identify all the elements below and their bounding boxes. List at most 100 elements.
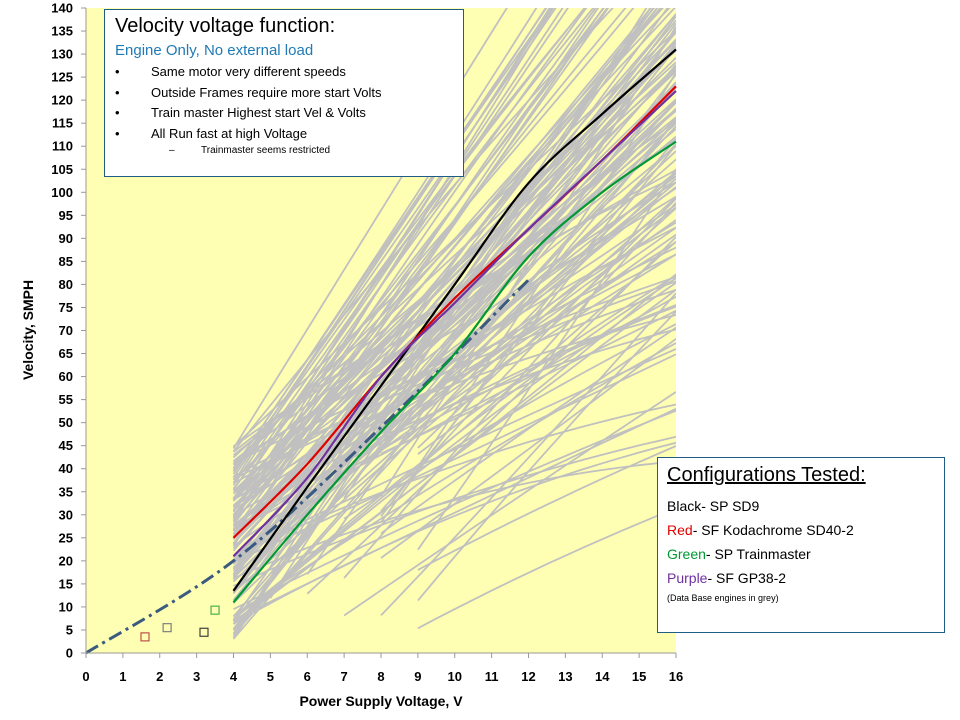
- series-line: [232, 90, 677, 558]
- database-engine-line: [232, 69, 676, 509]
- database-engine-line: [233, 348, 676, 557]
- trend-line: [85, 278, 530, 655]
- y-tick-labels: 0 5 10 15 20 25 30 35 40 45 50 55 60 65 70 75 80 85 90 95 10…: [51, 1, 86, 661]
- velocity-function-box: Velocity voltage function: Engine Only, …: [104, 9, 464, 177]
- y-tick-label: 90: [59, 231, 73, 246]
- database-engine-line: [417, 168, 676, 551]
- bullet-item: • Outside Frames require more start Volts: [115, 84, 382, 100]
- database-engine-line: [232, 119, 676, 636]
- y-tick-label: 125: [51, 70, 73, 85]
- database-engine-line: [380, 326, 676, 535]
- config-item-purple: Purple- SF GP38-2: [667, 570, 787, 586]
- database-engine-line: [233, 460, 676, 580]
- x-tick-label: 12: [521, 669, 535, 684]
- x-tick-label: 7: [341, 669, 348, 684]
- y-tick-label: 85: [59, 254, 73, 269]
- y-tick-label: 75: [59, 300, 73, 315]
- database-engine-line: [380, 309, 676, 455]
- database-engine-line: [232, 246, 676, 511]
- database-engine-line: [232, 342, 676, 617]
- velocity-box-subtitle: Engine Only, No external load: [115, 42, 314, 59]
- database-engine-line: [232, 8, 664, 500]
- x-tick-label: 14: [595, 669, 610, 684]
- x-tick-labels: 0 1 2 3 4 5 6 7 8 9 10 11 12 13 14 15 16: [82, 653, 683, 684]
- y-tick-label: 135: [51, 24, 73, 39]
- x-tick-label: 10: [448, 669, 462, 684]
- y-tick-label: 55: [59, 392, 73, 407]
- y-tick-label: 65: [59, 346, 73, 361]
- config-color-word: Purple: [667, 570, 708, 586]
- x-tick-label: 16: [669, 669, 683, 684]
- database-engine-line: [380, 338, 676, 559]
- bullet-item: • All Run fast at high Voltage: [115, 125, 308, 141]
- database-engine-line: [417, 445, 676, 571]
- y-tick-label: 115: [52, 116, 73, 131]
- y-tick-label: 35: [59, 484, 73, 499]
- y-tick-label: 45: [59, 438, 73, 453]
- y-tick-label: 25: [59, 530, 73, 545]
- y-tick-label: 130: [51, 47, 73, 62]
- database-engine-line: [306, 236, 676, 595]
- y-tick-label: 140: [51, 1, 73, 16]
- database-engine-line: [232, 8, 600, 545]
- database-engine-line: [232, 27, 676, 631]
- y-tick-label: 50: [59, 415, 73, 430]
- y-tick-label: 80: [59, 277, 73, 292]
- x-tick-label: 9: [414, 669, 421, 684]
- database-engine-line: [417, 507, 676, 630]
- y-tick-label: 60: [59, 369, 73, 384]
- x-tick-label: 8: [377, 669, 384, 684]
- x-tick-label: 5: [267, 669, 274, 684]
- database-engine-line: [232, 8, 605, 513]
- velocity-box-title: Velocity voltage function:: [115, 15, 336, 37]
- series-line: [232, 48, 677, 592]
- config-note: (Data Base engines in grey): [667, 593, 779, 603]
- y-tick-label: 70: [59, 323, 73, 338]
- database-engine-line: [232, 19, 676, 541]
- y-tick-label: 95: [59, 208, 73, 223]
- database-engine-line: [233, 353, 676, 564]
- database-engine-line: [232, 64, 676, 635]
- y-tick-label: 100: [51, 185, 73, 200]
- x-tick-label: 1: [119, 669, 126, 684]
- x-tick-label: 4: [230, 669, 238, 684]
- marker-point: [140, 632, 150, 642]
- x-tick-label: 0: [82, 669, 89, 684]
- x-tick-label: 15: [632, 669, 646, 684]
- database-engine-line: [343, 391, 676, 617]
- config-item-green: Green- SP Trainmaster: [667, 546, 811, 562]
- series-line: [232, 140, 677, 604]
- velocity-bullet-list: • Same motor very different speeds • Outsi…: [115, 62, 453, 144]
- database-engine-line: [343, 323, 676, 520]
- x-tick-label: 13: [558, 669, 572, 684]
- bullet-item: • Train master Highest start Vel & Volts: [115, 105, 366, 120]
- database-engine-line: [306, 73, 676, 575]
- database-engine-line: [232, 219, 676, 565]
- y-tick-label: 10: [59, 599, 73, 614]
- database-engine-line: [232, 8, 662, 577]
- config-item-red: Red- SF Kodachrome SD40-2: [667, 522, 854, 538]
- y-tick-label: 0: [66, 646, 73, 661]
- y-tick-label: 40: [59, 461, 73, 476]
- x-tick-label: 11: [485, 669, 499, 684]
- marker-point: [210, 605, 220, 615]
- y-tick-label: 5: [66, 622, 73, 637]
- config-color-word: Green: [667, 546, 706, 562]
- y-tick-label: 120: [51, 93, 73, 108]
- x-tick-label: 6: [304, 669, 311, 684]
- x-tick-label: 2: [156, 669, 163, 684]
- series-lines: [85, 48, 677, 655]
- x-axis-title: Power Supply Voltage, V: [299, 693, 463, 709]
- marker-point: [199, 627, 209, 637]
- database-engine-line: [232, 110, 676, 562]
- database-engine-line: [232, 171, 676, 618]
- y-axis-title: Velocity, SMPH: [20, 280, 36, 380]
- database-engine-line: [233, 280, 676, 478]
- database-engine-line: [233, 407, 676, 621]
- database-engine-line: [232, 8, 610, 519]
- database-engine-line: [232, 8, 614, 452]
- y-tick-label: 105: [51, 162, 73, 177]
- config-color-word: Black: [667, 498, 702, 514]
- y-tick-label: 110: [52, 139, 73, 154]
- database-engine-line: [233, 403, 676, 558]
